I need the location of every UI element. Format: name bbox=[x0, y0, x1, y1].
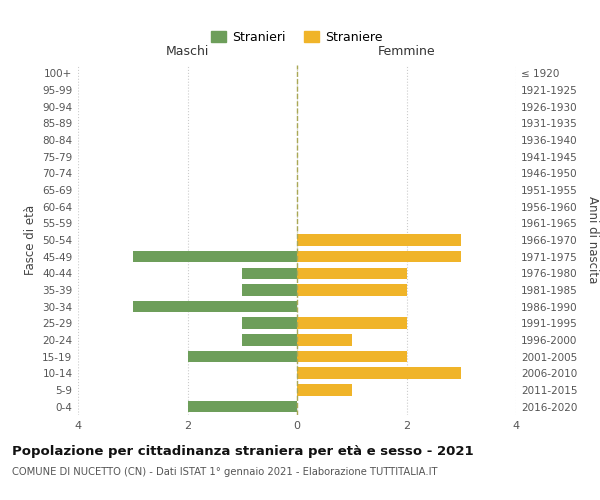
Bar bbox=[297, 251, 461, 262]
Bar bbox=[297, 318, 407, 329]
Bar bbox=[187, 351, 297, 362]
Bar bbox=[242, 284, 297, 296]
Bar bbox=[297, 334, 352, 346]
Legend: Stranieri, Straniere: Stranieri, Straniere bbox=[206, 26, 388, 49]
Text: COMUNE DI NUCETTO (CN) - Dati ISTAT 1° gennaio 2021 - Elaborazione TUTTITALIA.IT: COMUNE DI NUCETTO (CN) - Dati ISTAT 1° g… bbox=[12, 467, 437, 477]
Text: Femmine: Femmine bbox=[377, 45, 436, 58]
Text: Maschi: Maschi bbox=[166, 45, 209, 58]
Y-axis label: Fasce di età: Fasce di età bbox=[23, 205, 37, 275]
Bar bbox=[187, 401, 297, 412]
Bar bbox=[297, 234, 461, 246]
Bar bbox=[242, 334, 297, 346]
Bar bbox=[242, 268, 297, 279]
Bar bbox=[242, 318, 297, 329]
Text: Popolazione per cittadinanza straniera per età e sesso - 2021: Popolazione per cittadinanza straniera p… bbox=[12, 445, 473, 458]
Bar bbox=[297, 384, 352, 396]
Bar bbox=[297, 284, 407, 296]
Bar bbox=[297, 268, 407, 279]
Bar bbox=[297, 351, 407, 362]
Y-axis label: Anni di nascita: Anni di nascita bbox=[586, 196, 599, 284]
Bar bbox=[133, 251, 297, 262]
Bar bbox=[133, 301, 297, 312]
Bar bbox=[297, 368, 461, 379]
